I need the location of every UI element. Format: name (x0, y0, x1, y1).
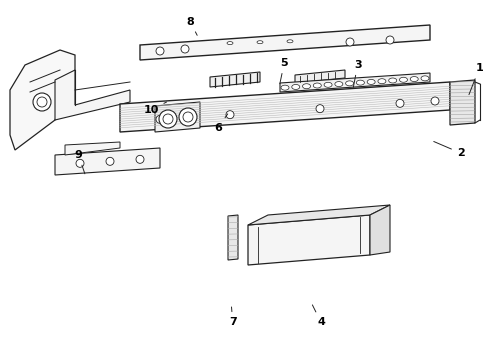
Circle shape (181, 45, 189, 53)
Polygon shape (210, 72, 260, 87)
Circle shape (183, 112, 193, 122)
Circle shape (156, 115, 164, 123)
Polygon shape (55, 70, 130, 120)
Text: 5: 5 (280, 58, 288, 84)
Ellipse shape (378, 79, 386, 84)
Circle shape (386, 36, 394, 44)
Ellipse shape (335, 82, 343, 86)
Circle shape (37, 97, 47, 107)
Text: 9: 9 (74, 150, 85, 174)
Polygon shape (55, 148, 160, 175)
Text: 6: 6 (214, 114, 228, 133)
Circle shape (136, 155, 144, 163)
Ellipse shape (389, 78, 397, 83)
Ellipse shape (421, 76, 429, 81)
Polygon shape (65, 142, 120, 155)
Circle shape (159, 110, 177, 128)
Circle shape (76, 159, 84, 167)
Polygon shape (295, 70, 345, 83)
Ellipse shape (257, 41, 263, 44)
Ellipse shape (367, 80, 375, 85)
Polygon shape (10, 50, 75, 150)
Circle shape (396, 99, 404, 107)
Circle shape (156, 47, 164, 55)
Ellipse shape (345, 81, 354, 86)
Ellipse shape (281, 85, 289, 90)
Text: 2: 2 (434, 141, 465, 158)
Circle shape (316, 105, 324, 113)
Ellipse shape (287, 40, 293, 43)
Circle shape (346, 38, 354, 46)
Polygon shape (120, 82, 450, 132)
Polygon shape (248, 205, 390, 225)
Polygon shape (370, 205, 390, 255)
Ellipse shape (313, 83, 321, 88)
Polygon shape (155, 102, 200, 132)
Ellipse shape (292, 85, 300, 89)
Circle shape (106, 157, 114, 165)
Circle shape (226, 111, 234, 119)
Text: 3: 3 (353, 60, 362, 87)
Ellipse shape (356, 80, 365, 85)
Text: 4: 4 (313, 305, 325, 327)
Ellipse shape (410, 77, 418, 82)
Ellipse shape (324, 82, 332, 87)
Polygon shape (280, 73, 430, 92)
Text: 1: 1 (469, 63, 483, 95)
Polygon shape (140, 25, 430, 60)
Ellipse shape (399, 77, 408, 82)
Ellipse shape (302, 84, 311, 89)
Ellipse shape (227, 42, 233, 45)
Circle shape (33, 93, 51, 111)
Polygon shape (228, 215, 238, 260)
Text: 8: 8 (186, 17, 197, 35)
Circle shape (179, 108, 197, 126)
Text: 10: 10 (143, 102, 167, 115)
Polygon shape (450, 80, 475, 125)
Polygon shape (248, 215, 370, 265)
Circle shape (431, 97, 439, 105)
Circle shape (163, 114, 173, 124)
Text: 7: 7 (229, 307, 237, 327)
